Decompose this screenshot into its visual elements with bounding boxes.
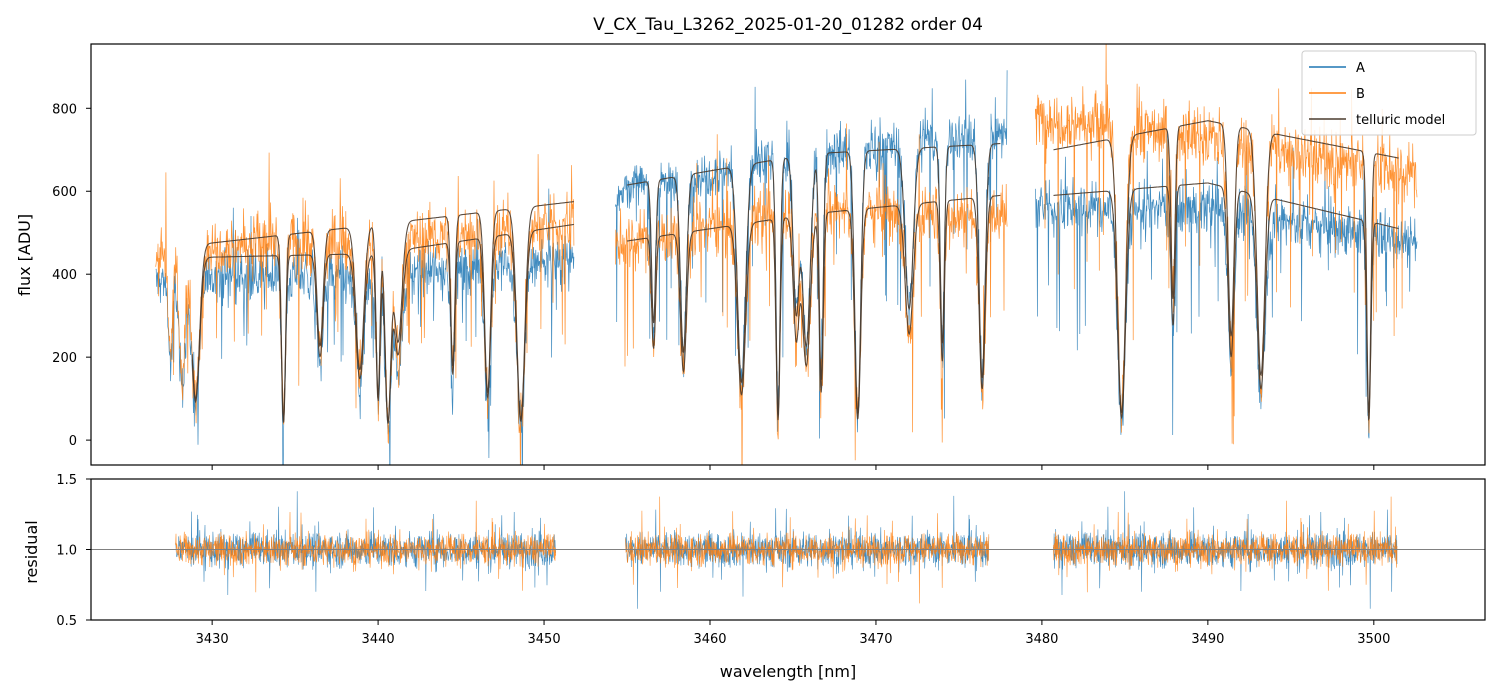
- residual-y-tick-label-2: 1.5: [56, 473, 77, 488]
- legend-frame: [1301, 50, 1477, 136]
- telluric-model-curve-3: [626, 194, 1001, 421]
- main-y-tick-label-600: 600: [52, 185, 77, 200]
- residual-y-tick-label-1: 1.0: [56, 544, 77, 559]
- residual-y-ticks: 0.5 1.0 1.5: [56, 473, 91, 629]
- x-tick-label-3450: 3450: [528, 632, 561, 647]
- legend-label-b: B: [1356, 87, 1365, 102]
- x-tick-label-3490: 3490: [1191, 632, 1224, 647]
- main-y-tick-label-400: 400: [52, 268, 77, 283]
- main-x-ticks: [211, 465, 1375, 470]
- x-tick-label-3500: 3500: [1357, 632, 1390, 647]
- residual-y-axis-label: residual: [22, 520, 41, 583]
- telluric-model-curve-1: [191, 223, 575, 424]
- residual-b-segment-1: [175, 500, 556, 593]
- main-panel: 0 200 400 600 800 flux [ADU] A B telluric mo…: [15, 43, 1486, 470]
- x-tick-label-3470: 3470: [859, 632, 892, 647]
- residual-x-ticks: 3430 3440 3450 3460 3470 3480 3490 3500: [196, 620, 1390, 647]
- series-b-segment-2: [615, 123, 1008, 465]
- legend-label-a: A: [1356, 61, 1365, 76]
- residual-b-segment-2: [625, 496, 990, 604]
- residual-series-group: [175, 491, 1398, 609]
- main-y-tick-label-200: 200: [52, 351, 77, 366]
- x-axis-label: wavelength [nm]: [720, 662, 857, 681]
- x-tick-label-3460: 3460: [693, 632, 726, 647]
- telluric-model-curve-5: [1053, 182, 1399, 422]
- main-y-tick-label-800: 800: [52, 102, 77, 117]
- residual-a-segment-2: [625, 495, 990, 609]
- residual-y-tick-label-0: 0.5: [56, 614, 77, 629]
- residual-b-segment-3: [1053, 496, 1398, 593]
- main-y-ticks: 0 200 400 600 800: [52, 102, 91, 449]
- series-a-segment-1: [155, 188, 575, 465]
- telluric-model-curve-6: [1053, 120, 1399, 413]
- chart-title: V_CX_Tau_L3262_2025-01-20_01282 order 04: [593, 15, 983, 35]
- residual-panel: 0.5 1.0 1.5 3430 3440 3450 3460 3470 3480 3490 35…: [22, 473, 1486, 681]
- main-y-axis-label: flux [ADU]: [15, 214, 34, 296]
- x-tick-label-3430: 3430: [196, 632, 229, 647]
- main-plot-frame: [90, 43, 1486, 466]
- telluric-model-curve-2: [191, 201, 575, 422]
- main-y-tick-label-0: 0: [69, 434, 77, 449]
- x-tick-label-3480: 3480: [1025, 632, 1058, 647]
- x-tick-label-3440: 3440: [362, 632, 395, 647]
- main-series-group: [155, 44, 1418, 465]
- legend: A B telluric model: [1301, 50, 1477, 136]
- telluric-model-curve-4: [626, 142, 1001, 415]
- legend-label-telluric: telluric model: [1356, 113, 1445, 128]
